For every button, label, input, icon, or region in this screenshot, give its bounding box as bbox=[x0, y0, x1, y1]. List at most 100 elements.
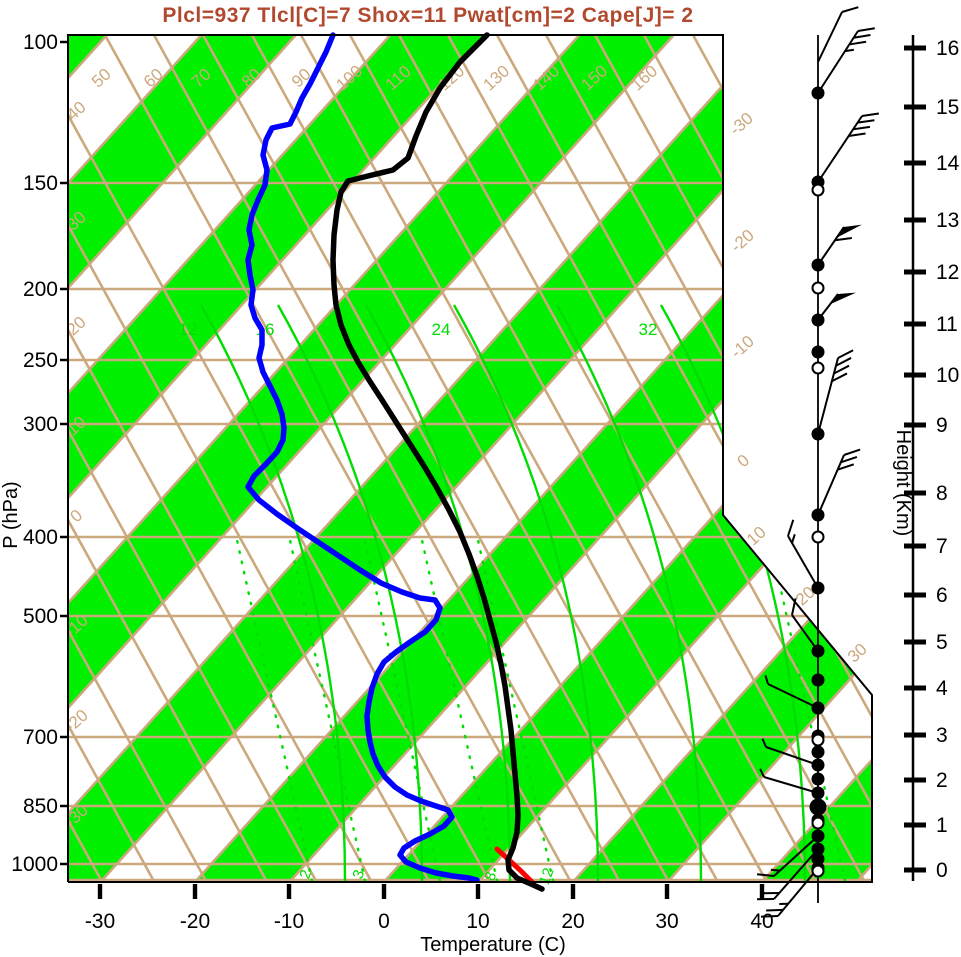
wind-barb-shaft bbox=[817, 454, 845, 516]
temperature-tick bbox=[192, 884, 198, 899]
wind-barb-flag bbox=[836, 224, 862, 238]
isotherm-right-label: 0 bbox=[733, 451, 753, 471]
wind-barb-column bbox=[756, 6, 879, 918]
temperature-tick bbox=[664, 884, 670, 899]
isotherm-right-label: 30 bbox=[844, 640, 871, 667]
moist-adiabat-line bbox=[555, 304, 703, 882]
dry-adiabat-line bbox=[68, 519, 269, 882]
plot-border bbox=[67, 34, 873, 883]
wind-barb-feather bbox=[833, 364, 850, 375]
wind-barb-half-feather bbox=[764, 675, 769, 685]
moist-adiabat-line bbox=[452, 304, 600, 882]
dry-adiabat-left-label: 20 bbox=[63, 313, 90, 340]
isotherm-line bbox=[68, 35, 297, 882]
pressure-tick-label: 1000 bbox=[11, 853, 58, 876]
height-tick-label: 13 bbox=[936, 209, 959, 232]
height-tick-label: 4 bbox=[936, 677, 948, 700]
wind-barb-shaft bbox=[817, 30, 859, 94]
wind-barb-feather bbox=[791, 598, 797, 616]
pressure-tick-label: 100 bbox=[23, 31, 58, 54]
dry-adiabat-left-label: -20 bbox=[61, 706, 92, 737]
wind-barb-shaft bbox=[763, 776, 819, 794]
parcel-curve bbox=[494, 846, 536, 886]
isotherm-line bbox=[68, 35, 203, 882]
dry-adiabat-line bbox=[68, 629, 208, 882]
moist-adiabat-label: 12 bbox=[179, 320, 198, 339]
wind-barb-shaft bbox=[767, 683, 819, 709]
height-tick-label: 0 bbox=[936, 859, 948, 882]
isotherm-line bbox=[0, 35, 12, 882]
height-tick-label: 2 bbox=[936, 769, 948, 792]
wind-barb-feather bbox=[787, 519, 795, 537]
dry-adiabat-top-label: 130 bbox=[479, 61, 513, 94]
height-tick-label: 8 bbox=[936, 482, 948, 505]
pressure-tick-label: 200 bbox=[23, 278, 58, 301]
isotherm-line bbox=[68, 35, 581, 882]
wind-barb-shaft bbox=[817, 357, 839, 435]
isotherm-line bbox=[288, 35, 872, 882]
isotherm-line bbox=[572, 35, 872, 882]
temperature-tick-label: -10 bbox=[274, 910, 304, 933]
temperature-tick bbox=[286, 884, 292, 899]
wind-barb-feather bbox=[835, 357, 852, 367]
temperature-axis-title: Temperature (C) bbox=[420, 934, 566, 956]
wind-barb-half-feather bbox=[791, 534, 796, 544]
wind-barb-shaft bbox=[773, 848, 819, 900]
wind-barb-feather bbox=[837, 349, 854, 359]
sounding-curves bbox=[245, 32, 545, 892]
isotherm-right-label: -10 bbox=[727, 332, 758, 363]
wind-barb-shaft bbox=[787, 535, 819, 589]
height-tick-label: 14 bbox=[936, 152, 960, 175]
height-tick-label: 5 bbox=[936, 631, 948, 654]
height-tick-label: 11 bbox=[936, 313, 958, 336]
wind-barb-feather bbox=[834, 236, 852, 242]
height-tick-label: 12 bbox=[936, 261, 959, 284]
height-axis-title: Height (Km) bbox=[892, 430, 914, 537]
moist-adiabat-line bbox=[364, 304, 512, 882]
wind-barb-feather bbox=[849, 40, 867, 46]
wind-barb-half-feather bbox=[761, 738, 767, 748]
dry-adiabat-left-label: 40 bbox=[63, 98, 90, 125]
wind-barb-shaft bbox=[773, 835, 819, 877]
wind-level-open-circle bbox=[811, 733, 825, 747]
pressure-tick-label: 250 bbox=[23, 349, 58, 372]
pressure-tick-label: 300 bbox=[23, 413, 58, 436]
wind-barb-half-feather bbox=[770, 868, 781, 872]
dry-adiabat-top-label: 50 bbox=[88, 65, 115, 92]
pressure-axis-title: P (hPa) bbox=[0, 481, 22, 548]
height-tick-label: 16 bbox=[936, 37, 959, 60]
moist-adiabat-line bbox=[199, 304, 347, 882]
wind-level-dot bbox=[811, 345, 825, 359]
wind-barb-feather bbox=[848, 132, 866, 137]
dry-adiabat-line bbox=[68, 114, 491, 882]
temperature-tick bbox=[570, 884, 576, 899]
moist-adiabat-label: 32 bbox=[639, 320, 658, 339]
pressure-tick-label: 850 bbox=[23, 795, 58, 818]
dry-adiabat-line bbox=[250, 35, 719, 882]
wind-level-open-circle bbox=[811, 816, 825, 830]
dry-adiabat-line bbox=[152, 35, 621, 882]
height-tick-label: 3 bbox=[936, 724, 948, 747]
dry-adiabat-line bbox=[68, 724, 156, 882]
wind-barb-feather bbox=[861, 112, 879, 117]
wind-barb-feather bbox=[841, 6, 859, 13]
isotherm-right-label: -30 bbox=[726, 109, 757, 140]
wind-barb-shaft bbox=[817, 11, 843, 63]
isotherm-line bbox=[68, 35, 392, 882]
wind-barb-feather bbox=[766, 908, 784, 912]
moist-adiabat-line bbox=[659, 304, 807, 882]
wind-level-open-circle bbox=[811, 361, 825, 375]
temperature-tick bbox=[759, 884, 765, 899]
mixing-ratio-label: 12 bbox=[536, 866, 558, 887]
dry-adiabat-line bbox=[642, 35, 872, 882]
dry-adiabat-line bbox=[68, 819, 104, 882]
dry-adiabat-line bbox=[446, 35, 872, 882]
pressure-tick-label: 700 bbox=[23, 726, 58, 749]
temperature-tick bbox=[475, 884, 481, 899]
isotherm-line bbox=[666, 35, 872, 882]
height-tick-label: 9 bbox=[936, 414, 948, 437]
pressure-tick-label: 150 bbox=[23, 172, 58, 195]
wind-barb-shaft bbox=[791, 614, 819, 652]
